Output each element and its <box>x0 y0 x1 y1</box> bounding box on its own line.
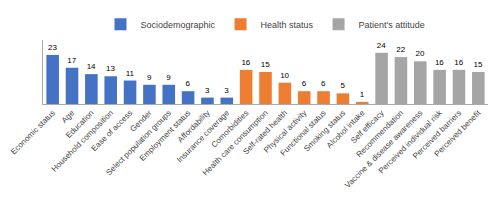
svg-text:Perceived barriers: Perceived barriers <box>411 108 463 160</box>
svg-text:Health care consumption: Health care consumption <box>201 108 270 177</box>
svg-text:9: 9 <box>166 73 171 82</box>
svg-text:9: 9 <box>147 73 152 82</box>
svg-text:3: 3 <box>224 86 229 95</box>
svg-text:Patient's attitude: Patient's attitude <box>359 20 425 30</box>
svg-text:16: 16 <box>454 58 463 67</box>
svg-text:15: 15 <box>474 60 483 69</box>
svg-text:Economic status: Economic status <box>9 108 57 156</box>
svg-text:Self-rated health: Self-rated health <box>241 108 289 156</box>
svg-text:Comorbidities: Comorbidities <box>209 108 250 149</box>
svg-text:16: 16 <box>241 58 250 67</box>
svg-text:24: 24 <box>377 41 386 50</box>
svg-text:Insurance coverage: Insurance coverage <box>175 108 231 164</box>
svg-text:Health status: Health status <box>261 20 314 30</box>
svg-text:6: 6 <box>186 79 191 88</box>
svg-text:Smoking status: Smoking status <box>302 108 347 153</box>
svg-text:Self efficacy: Self efficacy <box>349 108 386 145</box>
svg-text:1: 1 <box>360 90 365 99</box>
svg-text:Physical activity: Physical activity <box>262 108 308 154</box>
svg-text:3: 3 <box>205 86 210 95</box>
svg-text:Gender: Gender <box>128 108 153 133</box>
svg-text:Employment status: Employment status <box>138 108 192 162</box>
svg-text:14: 14 <box>87 62 96 71</box>
svg-text:Sociodemographic: Sociodemographic <box>141 20 216 30</box>
svg-text:Affordability: Affordability <box>176 108 212 144</box>
svg-text:Vaccine & disease awareness: Vaccine & disease awareness <box>343 108 424 189</box>
svg-text:11: 11 <box>126 69 135 78</box>
svg-text:16: 16 <box>435 58 444 67</box>
svg-text:15: 15 <box>261 60 270 69</box>
svg-text:13: 13 <box>106 64 115 73</box>
svg-text:6: 6 <box>321 79 326 88</box>
svg-text:6: 6 <box>302 79 307 88</box>
svg-text:22: 22 <box>396 45 405 54</box>
svg-text:Ease of access: Ease of access <box>90 108 135 153</box>
svg-text:20: 20 <box>416 49 425 58</box>
svg-text:Education: Education <box>64 108 96 140</box>
svg-text:Perceived benefit: Perceived benefit <box>432 108 483 159</box>
svg-text:Select population groups: Select population groups <box>104 108 173 177</box>
svg-text:17: 17 <box>67 56 76 65</box>
svg-text:23: 23 <box>48 43 57 52</box>
svg-text:Age: Age <box>60 108 77 125</box>
svg-text:Recommendation: Recommendation <box>354 108 405 159</box>
svg-text:Functional status: Functional status <box>279 108 328 157</box>
svg-text:10: 10 <box>280 71 289 80</box>
svg-text:5: 5 <box>340 81 345 90</box>
svg-text:Alcohol intake: Alcohol intake <box>325 108 367 150</box>
svg-text:Perceived individual risk: Perceived individual risk <box>377 108 445 176</box>
svg-text:Household composition: Household composition <box>50 108 115 173</box>
